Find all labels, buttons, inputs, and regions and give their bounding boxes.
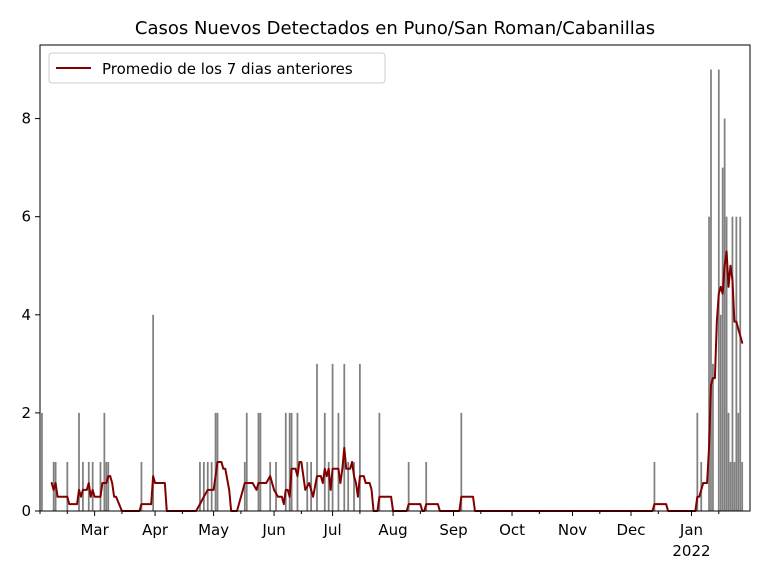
x-tick-label: Aug — [378, 521, 407, 539]
bar — [359, 363, 361, 511]
bar — [710, 69, 712, 511]
bar — [105, 461, 108, 511]
bar — [99, 461, 102, 511]
x-tick-label: Mar — [80, 521, 109, 539]
bar — [206, 461, 209, 511]
bar — [269, 461, 272, 511]
legend: Promedio de los 7 dias anteriores — [48, 52, 386, 84]
bar — [719, 314, 722, 511]
bar — [323, 412, 326, 511]
bar — [66, 461, 69, 511]
x-tick-label: Dec — [617, 521, 646, 539]
bar — [202, 461, 205, 511]
y-axis: 0 2 4 6 8 — [21, 110, 40, 520]
bar — [741, 461, 744, 511]
bar — [331, 363, 334, 511]
bar — [460, 412, 463, 511]
line-series — [50, 250, 744, 512]
bar — [725, 216, 728, 511]
y-tick-label: 4 — [21, 306, 31, 324]
y-tick-label: 6 — [21, 208, 31, 226]
bar — [259, 412, 262, 511]
bar — [288, 412, 291, 511]
bar — [739, 216, 742, 511]
bar — [284, 412, 287, 511]
y-tick-label: 0 — [21, 502, 31, 520]
x-tick-label: May — [198, 521, 229, 539]
bar — [107, 461, 110, 511]
bar — [140, 461, 143, 511]
x-tick-label: Apr — [142, 521, 169, 539]
bar — [723, 118, 726, 511]
bar — [729, 461, 732, 511]
bar — [708, 216, 710, 511]
bar — [727, 412, 730, 511]
bar — [152, 314, 155, 511]
bar — [103, 412, 106, 511]
bar — [337, 412, 340, 511]
bar — [327, 461, 330, 511]
x-axis: Mar Apr May Jun Jul Aug Sep Oct Nov Dec Jan 2022 — [39, 511, 720, 560]
bar — [257, 412, 260, 511]
bar — [735, 216, 738, 511]
bar — [407, 461, 410, 511]
bar — [210, 461, 213, 511]
bar — [290, 412, 293, 511]
x-tick-label: Jan — [679, 521, 703, 539]
bar — [214, 412, 217, 511]
bar — [696, 412, 699, 511]
bar — [712, 363, 714, 511]
bar — [82, 461, 84, 511]
x-tick-label: Nov — [558, 521, 587, 539]
bar — [199, 461, 201, 511]
bar — [245, 412, 248, 511]
bar — [425, 461, 428, 511]
x-tick-label: Sep — [439, 521, 467, 539]
bar — [347, 461, 350, 511]
bar — [733, 461, 736, 511]
bar — [91, 461, 94, 511]
x-tick-label: Jul — [323, 521, 342, 539]
bar — [721, 167, 724, 511]
bar — [653, 461, 656, 511]
x-tick-sublabel: 2022 — [672, 542, 710, 560]
plot-frame — [39, 44, 751, 512]
bar — [737, 412, 740, 511]
average-line — [50, 250, 744, 512]
legend-box — [48, 52, 386, 84]
legend-label: Promedio de los 7 dias anteriores — [102, 60, 353, 78]
bar — [41, 412, 43, 511]
bar — [296, 412, 299, 511]
bar — [275, 461, 277, 511]
x-tick-label: Jun — [261, 521, 285, 539]
bar — [731, 216, 734, 511]
bar — [316, 363, 318, 511]
chart-title: Casos Nuevos Detectados en Puno/San Roma… — [135, 18, 655, 39]
x-tick-label: Oct — [499, 521, 525, 539]
y-tick-label: 8 — [21, 110, 31, 128]
bar — [78, 412, 80, 511]
bar — [378, 412, 381, 511]
bar — [343, 363, 346, 511]
plot-area — [40, 45, 750, 511]
y-tick-label: 2 — [21, 404, 31, 422]
bar — [353, 461, 355, 511]
